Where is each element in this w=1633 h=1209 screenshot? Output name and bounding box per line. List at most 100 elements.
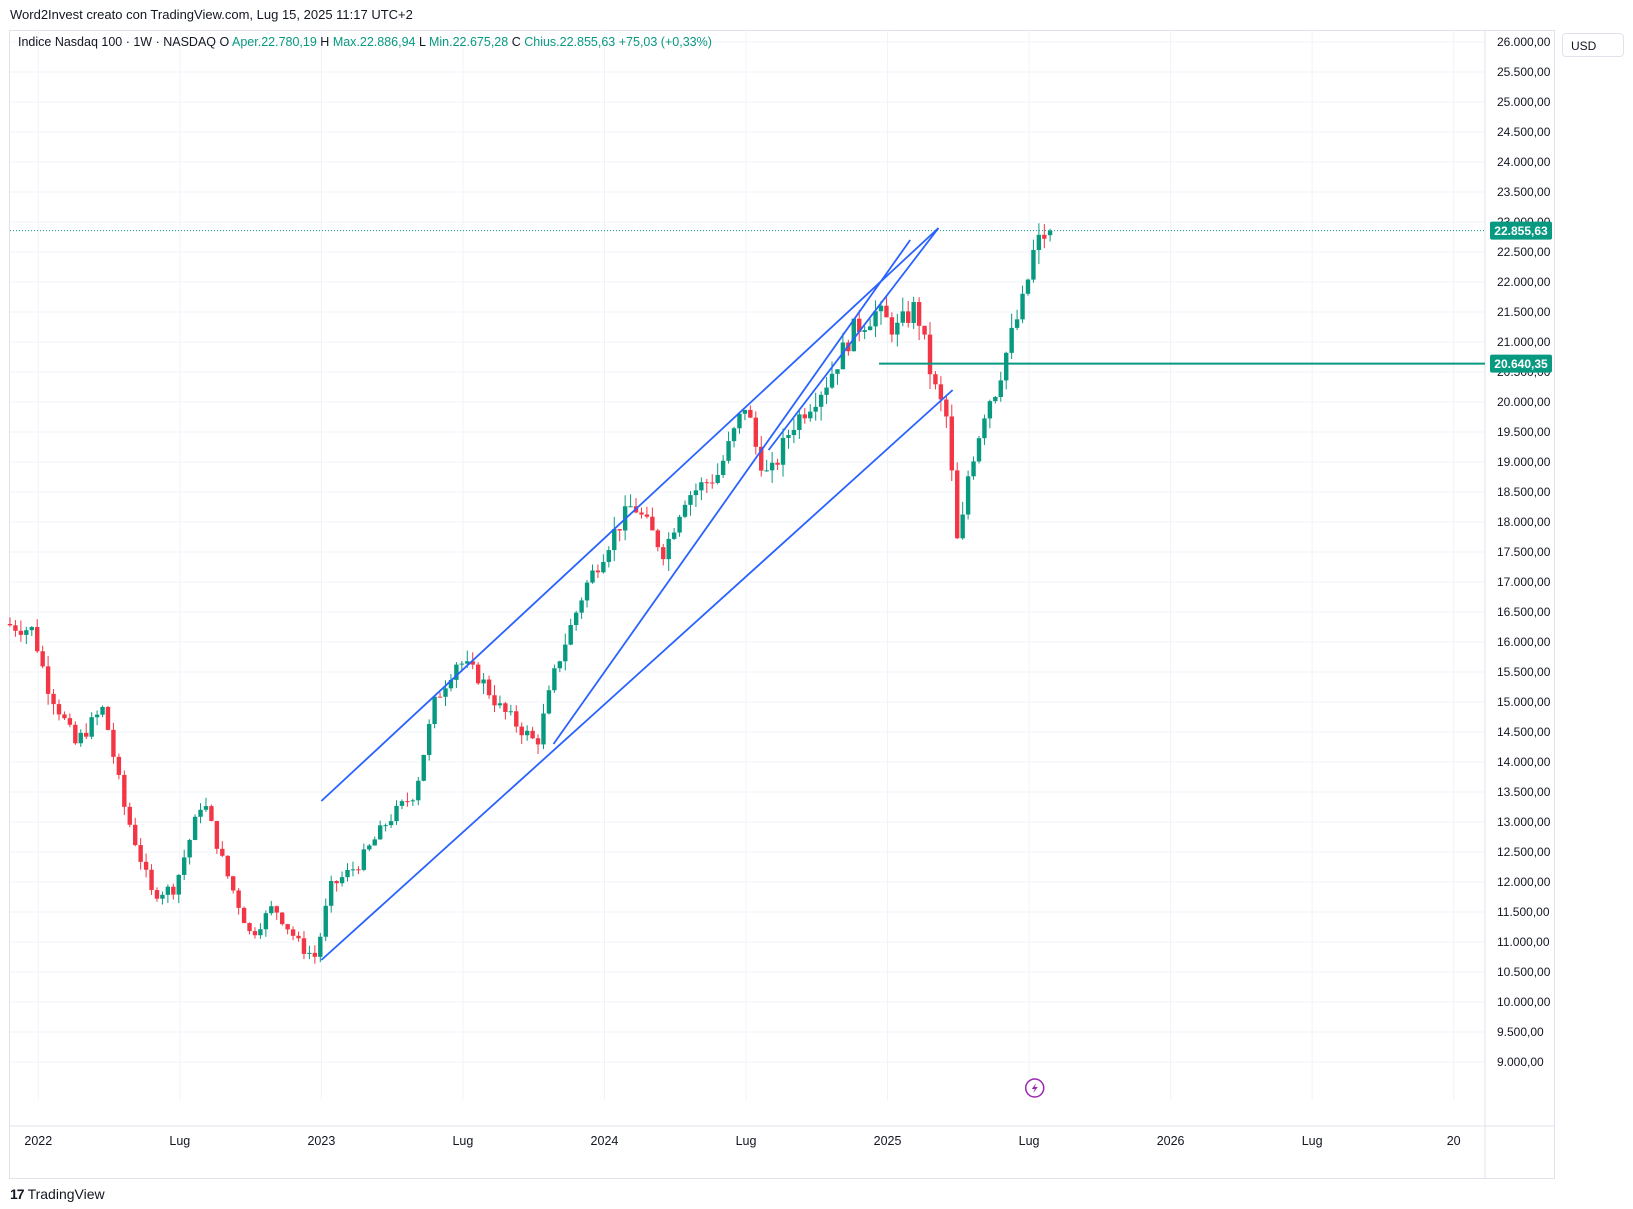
candle-body: [764, 470, 769, 472]
candle-body: [203, 806, 209, 810]
candle-body: [1025, 279, 1031, 294]
candle-body: [432, 696, 437, 725]
y-tick-label: 15.000,00: [1497, 695, 1551, 709]
currency-selector[interactable]: USD: [1562, 33, 1624, 57]
trend-line-steep-upper-2[interactable]: [767, 227, 940, 451]
y-tick-label: 17.000,00: [1497, 575, 1551, 589]
candle-body: [742, 409, 748, 414]
candle-body: [405, 801, 410, 803]
candle-body: [296, 935, 301, 939]
candle-body: [1047, 230, 1053, 236]
y-tick-label: 18.000,00: [1497, 515, 1551, 529]
candle-body: [122, 774, 127, 807]
chart-pane[interactable]: [9, 30, 1555, 1179]
y-tick-label: 12.500,00: [1497, 845, 1551, 859]
time-axis[interactable]: 2022 Lug 2023 Lug 2024 Lug 2025 Lug 2026 Lug 20: [24, 1134, 1460, 1148]
candle-body: [29, 627, 34, 631]
candle-body: [900, 311, 905, 323]
candle-body: [693, 490, 699, 496]
candle-body: [187, 839, 192, 858]
last-price-badge: 22.855,63: [1494, 224, 1548, 238]
candle-body: [786, 435, 791, 438]
candle-body: [791, 429, 797, 436]
candle-body: [955, 470, 960, 539]
candle-body: [818, 394, 824, 407]
candle-body: [731, 428, 737, 442]
y-tick-label: 26.000,00: [1497, 35, 1551, 49]
symbol-name[interactable]: Indice Nasdaq 100 · 1W · NASDAQ: [18, 35, 216, 49]
candle-body: [639, 512, 644, 515]
y-tick-label: 19.000,00: [1497, 455, 1551, 469]
candle-body: [279, 912, 285, 925]
candle-body: [949, 416, 954, 471]
candle-body: [710, 482, 715, 484]
y-tick-label: 17.500,00: [1497, 545, 1551, 559]
candles-group: [7, 223, 1053, 964]
y-tick-label: 25.000,00: [1497, 95, 1551, 109]
candle-body: [862, 330, 867, 332]
candle-body: [339, 877, 345, 884]
candle-body: [56, 704, 62, 715]
candle-body: [606, 550, 612, 562]
candle-body: [726, 441, 731, 461]
candle-body: [274, 906, 279, 913]
price-axis[interactable]: 9.000,00 9.500,00 10.000,00 10.500,00 11.000…: [1497, 35, 1551, 1069]
candle-body: [45, 666, 51, 694]
y-tick-label: 9.000,00: [1497, 1055, 1544, 1069]
candle-body: [252, 931, 258, 936]
candle-body: [889, 317, 895, 335]
candle-body: [301, 938, 307, 954]
candle-body: [481, 679, 486, 684]
candle-body: [1031, 250, 1036, 280]
candle-body: [149, 869, 154, 891]
candle-body: [769, 462, 775, 471]
tradingview-brand: TradingView: [27, 1186, 105, 1202]
candle-body: [127, 806, 132, 825]
y-tick-label: 10.000,00: [1497, 995, 1551, 1009]
candle-body: [748, 409, 753, 418]
candle-body: [916, 302, 922, 326]
candle-body: [987, 401, 993, 419]
candle-body: [51, 693, 56, 705]
tradingview-mark-icon: 17: [10, 1186, 25, 1202]
y-tick-label: 22.500,00: [1497, 245, 1551, 259]
candle-body: [982, 418, 987, 439]
drawing-tools-group[interactable]: [10, 227, 1485, 1098]
x-tick-label: Lug: [1019, 1134, 1040, 1148]
candle-body: [78, 732, 83, 744]
candle-body: [410, 800, 416, 802]
y-tick-label: 13.000,00: [1497, 815, 1551, 829]
candle-body: [84, 732, 89, 737]
trend-line-steep-upper-1[interactable]: [552, 239, 911, 745]
candle-body: [1020, 293, 1025, 320]
y-tick-label: 16.000,00: [1497, 635, 1551, 649]
tradingview-logo[interactable]: 17 TradingView: [10, 1186, 105, 1202]
x-tick-label: Lug: [1302, 1134, 1323, 1148]
symbol-legend[interactable]: Indice Nasdaq 100 · 1W · NASDAQ O Aper.2…: [18, 35, 712, 49]
y-tick-label: 22.000,00: [1497, 275, 1551, 289]
candle-body: [225, 855, 230, 877]
candle-body: [350, 869, 356, 871]
candle-body: [720, 460, 726, 475]
candle-body: [519, 726, 524, 736]
candle-body: [290, 929, 296, 936]
candle-body: [753, 417, 758, 447]
candle-body: [927, 334, 933, 375]
close-label: C: [511, 35, 521, 49]
candle-body: [965, 476, 971, 515]
trend-line-channel-lower[interactable]: [320, 389, 954, 961]
candle-body: [535, 738, 541, 745]
candle-body: [67, 718, 73, 725]
candle-body: [677, 516, 682, 533]
trend-line-channel-upper[interactable]: [320, 227, 940, 802]
candle-body: [579, 600, 584, 613]
y-tick-label: 23.500,00: [1497, 185, 1551, 199]
candle-body: [388, 821, 394, 826]
candle-body: [236, 890, 241, 908]
candle-body: [312, 952, 318, 957]
candle-body: [285, 924, 290, 930]
candle-body: [998, 380, 1003, 398]
x-tick-label: Lug: [452, 1134, 473, 1148]
candle-body: [198, 809, 203, 817]
